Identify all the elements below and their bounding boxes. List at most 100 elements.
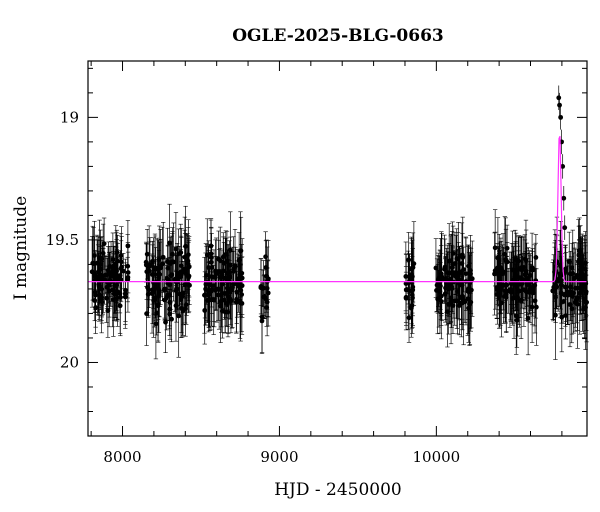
data-point bbox=[516, 288, 522, 294]
data-point bbox=[233, 264, 238, 269]
data-point bbox=[237, 284, 243, 290]
data-point bbox=[557, 271, 563, 277]
data-point bbox=[523, 270, 529, 276]
data-point bbox=[100, 250, 106, 256]
data-point bbox=[264, 285, 270, 291]
data-point bbox=[525, 282, 531, 288]
data-point bbox=[113, 283, 118, 289]
data-point bbox=[581, 306, 587, 312]
data-point bbox=[98, 266, 104, 272]
data-point bbox=[211, 283, 217, 289]
data-point bbox=[435, 296, 441, 302]
data-point bbox=[518, 265, 524, 271]
data-point bbox=[524, 276, 530, 282]
data-point bbox=[455, 289, 460, 294]
error-bars bbox=[89, 85, 589, 360]
data-point bbox=[576, 252, 582, 258]
data-point bbox=[154, 310, 159, 316]
data-point bbox=[454, 298, 460, 304]
data-point bbox=[494, 285, 500, 290]
data-point bbox=[579, 285, 585, 291]
data-point bbox=[104, 295, 109, 301]
data-point bbox=[466, 305, 472, 311]
data-point bbox=[92, 298, 98, 303]
data-point bbox=[553, 312, 558, 318]
data-point bbox=[568, 284, 574, 290]
data-point bbox=[410, 265, 416, 270]
data-point bbox=[495, 265, 501, 271]
data-point bbox=[208, 243, 214, 249]
data-point bbox=[208, 251, 214, 257]
data-point bbox=[101, 241, 107, 247]
data-point bbox=[92, 253, 97, 258]
data-point bbox=[577, 276, 583, 282]
data-point bbox=[450, 262, 455, 267]
data-point bbox=[559, 282, 565, 288]
x-tick-label: 10000 bbox=[412, 448, 460, 466]
data-point bbox=[515, 295, 521, 300]
data-point bbox=[433, 265, 439, 271]
data-point bbox=[566, 259, 572, 265]
data-point bbox=[222, 291, 228, 296]
data-point bbox=[577, 248, 582, 253]
data-point bbox=[529, 304, 535, 310]
data-point bbox=[110, 268, 116, 274]
data-point bbox=[259, 318, 265, 324]
data-point bbox=[89, 269, 95, 275]
data-point bbox=[532, 282, 538, 288]
data-point bbox=[408, 272, 414, 278]
y-tick-label: 20 bbox=[60, 353, 79, 371]
data-point bbox=[103, 272, 108, 278]
data-point bbox=[207, 297, 213, 303]
data-point bbox=[155, 286, 161, 292]
data-point bbox=[144, 311, 149, 317]
data-point bbox=[460, 252, 465, 258]
data-point bbox=[206, 292, 212, 298]
data-point bbox=[144, 251, 150, 257]
data-point bbox=[579, 271, 584, 277]
data-point bbox=[511, 295, 517, 301]
data-point bbox=[263, 254, 269, 260]
data-point bbox=[406, 257, 412, 263]
plot-area bbox=[88, 85, 589, 360]
data-point bbox=[185, 258, 191, 264]
data-point bbox=[97, 255, 103, 261]
data-point bbox=[176, 271, 182, 277]
data-point bbox=[219, 272, 225, 277]
data-point bbox=[582, 296, 587, 302]
data-point bbox=[106, 288, 112, 294]
data-point bbox=[461, 267, 466, 272]
data-point bbox=[220, 254, 226, 260]
data-point bbox=[118, 259, 124, 265]
data-point bbox=[167, 282, 173, 288]
data-point bbox=[558, 114, 564, 120]
data-point bbox=[569, 265, 575, 271]
data-point bbox=[572, 300, 578, 305]
data-point bbox=[125, 270, 131, 275]
data-point bbox=[209, 265, 215, 270]
data-point bbox=[263, 265, 269, 270]
data-point bbox=[563, 313, 569, 318]
data-point bbox=[229, 284, 235, 290]
data-point bbox=[146, 287, 152, 293]
data-point bbox=[503, 295, 509, 300]
data-point bbox=[123, 287, 128, 293]
data-point bbox=[553, 294, 558, 300]
data-point bbox=[571, 275, 577, 281]
data-point bbox=[239, 292, 245, 297]
data-point bbox=[117, 295, 123, 301]
data-point bbox=[114, 249, 120, 255]
data-point bbox=[559, 314, 565, 320]
data-point bbox=[459, 300, 464, 306]
data-point bbox=[118, 253, 124, 259]
chart-title: OGLE-2025-BLG-0663 bbox=[232, 26, 444, 46]
data-point bbox=[435, 281, 441, 287]
data-point bbox=[564, 289, 570, 295]
data-point bbox=[234, 289, 240, 295]
data-point bbox=[91, 261, 96, 266]
data-point bbox=[557, 102, 562, 108]
data-point bbox=[512, 268, 518, 273]
data-point bbox=[167, 240, 172, 246]
data-point bbox=[264, 305, 270, 310]
data-point bbox=[496, 275, 502, 281]
